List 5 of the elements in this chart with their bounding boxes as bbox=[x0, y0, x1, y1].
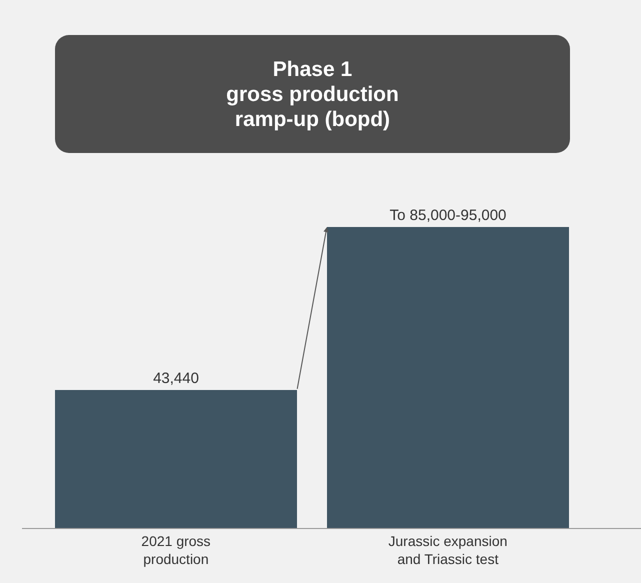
data-label: To 85,000-95,000 bbox=[390, 207, 506, 224]
x-tick-label: 2021 gross production bbox=[141, 532, 211, 567]
data-label: 43,440 bbox=[153, 370, 199, 387]
chart-title: Phase 1 gross production ramp-up (bopd) bbox=[55, 35, 570, 153]
x-tick-label: Jurassic expansion and Triassic test bbox=[388, 532, 508, 567]
